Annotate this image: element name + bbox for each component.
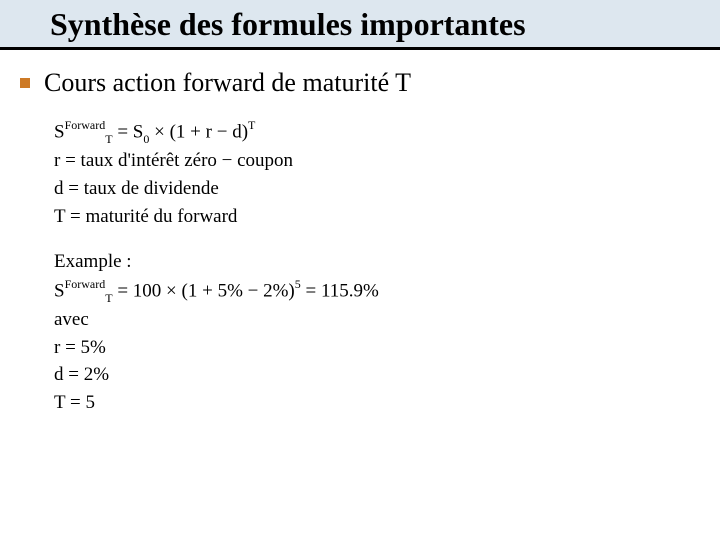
def-r: r = taux d'intérêt zéro − coupon <box>54 148 484 174</box>
formula-lhs-base: S <box>54 121 65 142</box>
bullet-text: Cours action forward de maturité T <box>44 68 411 98</box>
bullet-square-icon <box>20 78 30 88</box>
def-T: T = maturité du forward <box>54 204 484 230</box>
ex-result: = 115.9% <box>301 280 379 301</box>
ex-lhs-base: S <box>54 280 65 301</box>
formula-mid: = S <box>113 121 144 142</box>
formula-paren: × (1 + r − d) <box>149 121 248 142</box>
ex-lhs-sub: T <box>105 291 112 305</box>
formula-exp: T <box>248 118 255 132</box>
example-label: Example : <box>54 249 484 275</box>
formula-main: SForwardT = S0 × (1 + r − d)T <box>54 118 484 146</box>
formula-lhs-sup: Forward <box>65 118 106 132</box>
spacer <box>54 231 484 247</box>
ex-lhs-sup: Forward <box>65 277 106 291</box>
formula-lhs-sub: T <box>105 132 112 146</box>
ex-mid: = 100 × (1 + 5% − 2%) <box>113 280 295 301</box>
ex-T: T = 5 <box>54 390 484 416</box>
example-formula: SForwardT = 100 × (1 + 5% − 2%)5 = 115.9… <box>54 277 484 305</box>
formula-s0-sub: 0 <box>143 132 149 146</box>
slide-title-bar: Synthèse des formules importantes <box>0 0 720 47</box>
ex-r: r = 5% <box>54 335 484 361</box>
ex-d: d = 2% <box>54 362 484 388</box>
bullet-row: Cours action forward de maturité T <box>0 50 720 98</box>
slide-title: Synthèse des formules importantes <box>50 6 526 42</box>
ex-avec: avec <box>54 307 484 333</box>
def-d: d = taux de dividende <box>54 176 484 202</box>
ex-exp: 5 <box>295 277 301 291</box>
formula-box: SForwardT = S0 × (1 + r − d)T r = taux d… <box>44 110 494 426</box>
